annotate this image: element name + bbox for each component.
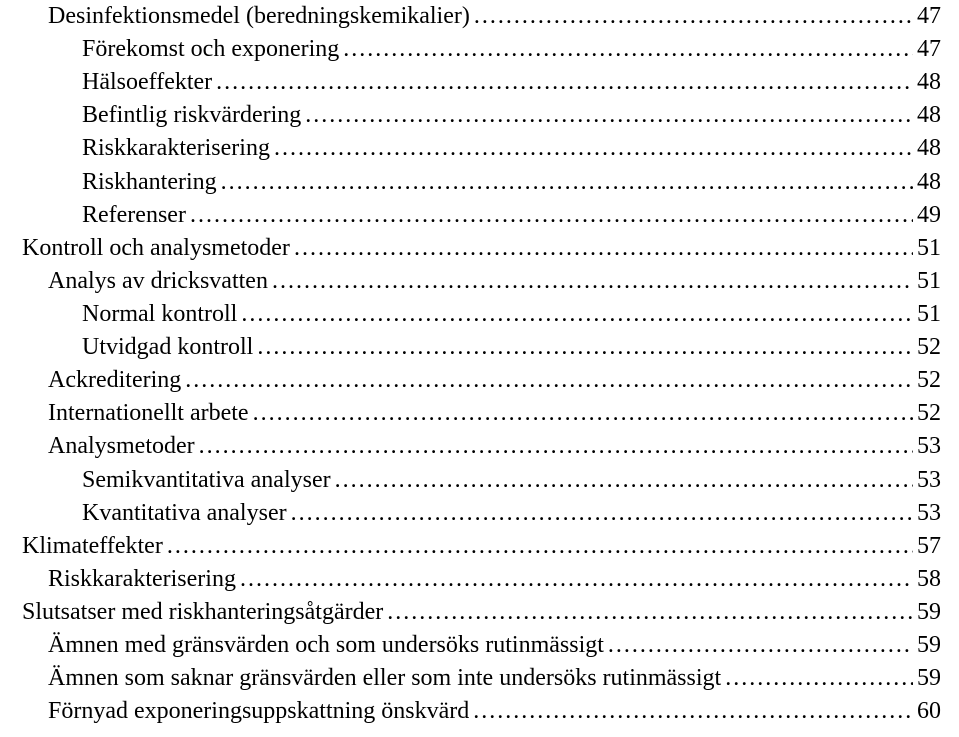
- toc-entry-page: 51: [917, 232, 941, 265]
- toc-entry-label: Utvidgad kontroll: [82, 331, 253, 364]
- toc-entry: Befintlig riskvärdering 48: [8, 99, 941, 132]
- toc-leader-dots: [274, 132, 913, 165]
- toc-entry: Slutsatser med riskhanteringsåtgärder 59: [8, 596, 941, 629]
- toc-entry-label: Semikvantitativa analyser: [82, 464, 331, 497]
- toc-entry-label: Befintlig riskvärdering: [82, 99, 301, 132]
- toc-entry: Analysmetoder 53: [8, 430, 941, 463]
- toc-entry-label: Referenser: [82, 199, 186, 232]
- toc-entry: Förekomst och exponering 47: [8, 33, 941, 66]
- toc-leader-dots: [257, 331, 913, 364]
- toc-leader-dots: [199, 430, 913, 463]
- toc-entry-label: Ackreditering: [48, 364, 181, 397]
- toc-leader-dots: [343, 33, 913, 66]
- toc-entry: Ämnen med gränsvärden och som undersöks …: [8, 629, 941, 662]
- toc-entry-page: 48: [917, 66, 941, 99]
- toc-entry: Normal kontroll 51: [8, 298, 941, 331]
- toc-leader-dots: [725, 662, 913, 695]
- toc-entry-page: 52: [917, 331, 941, 364]
- toc-entry-page: 51: [917, 265, 941, 298]
- toc-entry: Hälsoeffekter 48: [8, 66, 941, 99]
- toc-leader-dots: [241, 298, 913, 331]
- table-of-contents: Desinfektionsmedel (beredningskemikalier…: [0, 0, 959, 728]
- toc-entry-page: 52: [917, 364, 941, 397]
- toc-entry: Riskhantering 48: [8, 166, 941, 199]
- toc-entry-page: 57: [917, 530, 941, 563]
- toc-leader-dots: [473, 695, 913, 728]
- toc-leader-dots: [474, 0, 913, 33]
- toc-entry-label: Analysmetoder: [48, 430, 195, 463]
- toc-entry-page: 47: [917, 0, 941, 33]
- toc-leader-dots: [387, 596, 913, 629]
- toc-entry: Semikvantitativa analyser 53: [8, 464, 941, 497]
- toc-entry-page: 48: [917, 99, 941, 132]
- toc-leader-dots: [335, 464, 913, 497]
- toc-entry-page: 48: [917, 166, 941, 199]
- toc-leader-dots: [253, 397, 913, 430]
- toc-entry-page: 53: [917, 497, 941, 530]
- toc-entry: Internationellt arbete 52: [8, 397, 941, 430]
- toc-leader-dots: [294, 232, 913, 265]
- toc-entry: Ackreditering 52: [8, 364, 941, 397]
- toc-leader-dots: [272, 265, 913, 298]
- toc-entry-page: 52: [917, 397, 941, 430]
- toc-entry-page: 49: [917, 199, 941, 232]
- toc-entry: Riskkarakterisering 48: [8, 132, 941, 165]
- toc-entry: Referenser 49: [8, 199, 941, 232]
- toc-entry-label: Riskkarakterisering: [48, 563, 236, 596]
- toc-entry-label: Slutsatser med riskhanteringsåtgärder: [22, 596, 383, 629]
- toc-leader-dots: [216, 66, 913, 99]
- toc-entry: Kvantitativa analyser 53: [8, 497, 941, 530]
- toc-entry-page: 59: [917, 596, 941, 629]
- toc-entry-label: Hälsoeffekter: [82, 66, 212, 99]
- toc-leader-dots: [221, 166, 913, 199]
- toc-entry-page: 60: [917, 695, 941, 728]
- toc-entry: Desinfektionsmedel (beredningskemikalier…: [8, 0, 941, 33]
- toc-entry: Riskkarakterisering 58: [8, 563, 941, 596]
- toc-entry-page: 59: [917, 629, 941, 662]
- toc-entry: Kontroll och analysmetoder 51: [8, 232, 941, 265]
- toc-entry-page: 58: [917, 563, 941, 596]
- toc-leader-dots: [240, 563, 913, 596]
- toc-entry-page: 53: [917, 464, 941, 497]
- toc-leader-dots: [167, 530, 913, 563]
- toc-entry-label: Analys av dricksvatten: [48, 265, 268, 298]
- toc-entry-label: Riskhantering: [82, 166, 217, 199]
- toc-entry-label: Normal kontroll: [82, 298, 237, 331]
- toc-entry-page: 51: [917, 298, 941, 331]
- toc-entry-label: Riskkarakterisering: [82, 132, 270, 165]
- toc-leader-dots: [608, 629, 913, 662]
- toc-entry: Ämnen som saknar gränsvärden eller som i…: [8, 662, 941, 695]
- toc-entry-label: Internationellt arbete: [48, 397, 249, 430]
- toc-leader-dots: [291, 497, 913, 530]
- toc-entry-label: Kontroll och analysmetoder: [22, 232, 290, 265]
- toc-entry-page: 59: [917, 662, 941, 695]
- toc-entry: Utvidgad kontroll 52: [8, 331, 941, 364]
- toc-entry-label: Ämnen som saknar gränsvärden eller som i…: [48, 662, 721, 695]
- toc-entry-page: 47: [917, 33, 941, 66]
- toc-entry-page: 48: [917, 132, 941, 165]
- toc-entry-label: Ämnen med gränsvärden och som undersöks …: [48, 629, 604, 662]
- toc-leader-dots: [185, 364, 913, 397]
- toc-leader-dots: [190, 199, 913, 232]
- toc-entry-page: 53: [917, 430, 941, 463]
- toc-entry-label: Kvantitativa analyser: [82, 497, 287, 530]
- toc-entry: Analys av dricksvatten 51: [8, 265, 941, 298]
- toc-entry: Förnyad exponeringsuppskattning önskvärd…: [8, 695, 941, 728]
- toc-entry-label: Förnyad exponeringsuppskattning önskvärd: [48, 695, 469, 728]
- toc-entry-label: Desinfektionsmedel (beredningskemikalier…: [48, 0, 470, 33]
- toc-entry-label: Klimateffekter: [22, 530, 163, 563]
- toc-leader-dots: [305, 99, 913, 132]
- toc-entry: Klimateffekter 57: [8, 530, 941, 563]
- toc-entry-label: Förekomst och exponering: [82, 33, 339, 66]
